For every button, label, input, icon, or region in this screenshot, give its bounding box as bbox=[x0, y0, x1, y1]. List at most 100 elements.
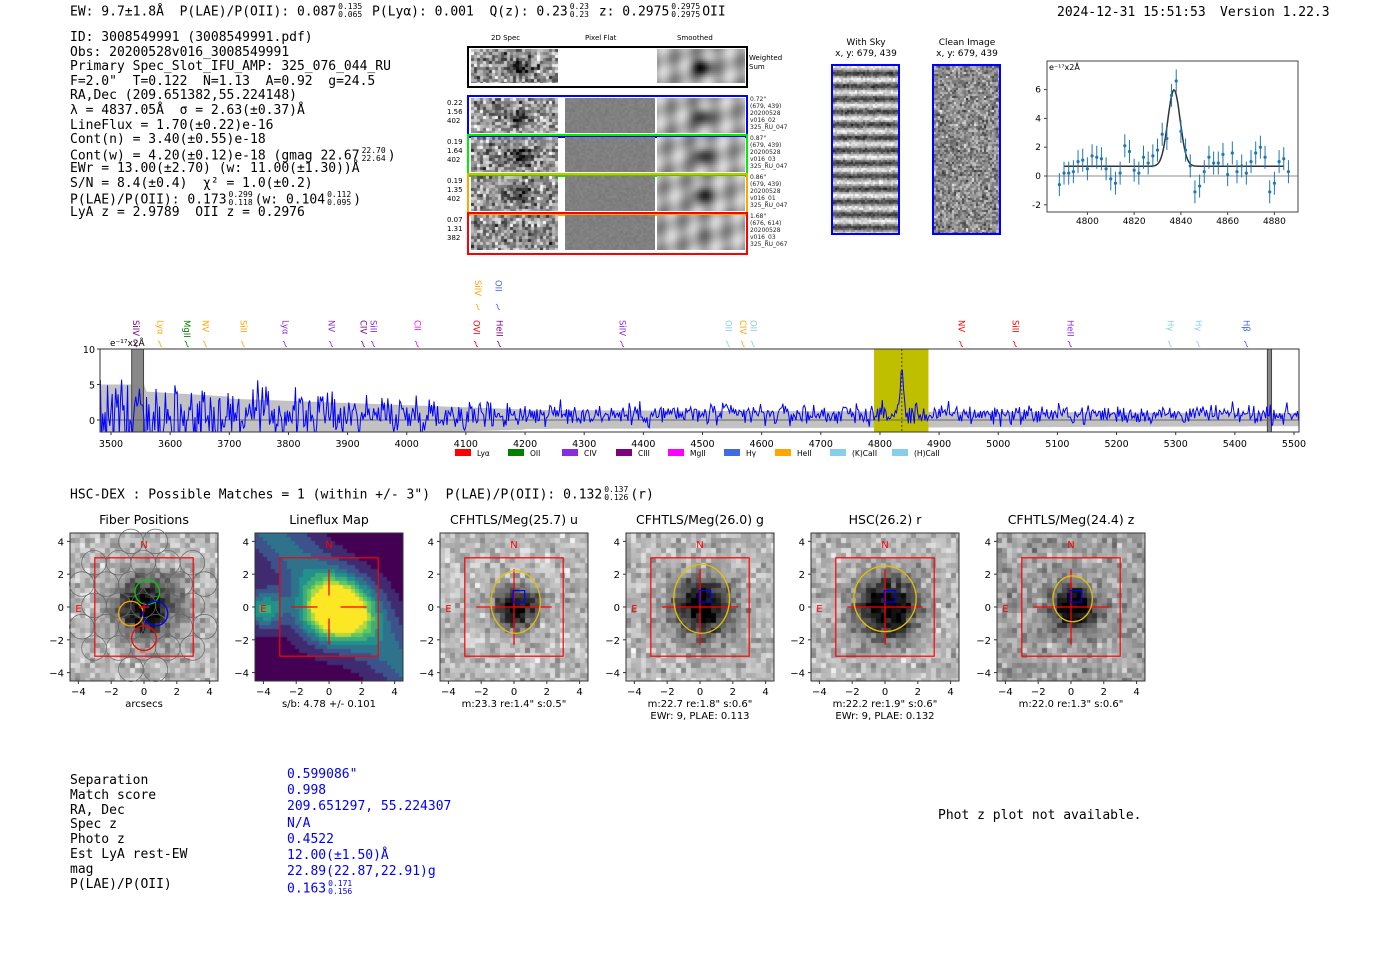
x-tick-label: 0 bbox=[882, 687, 888, 698]
y-unit-label: e⁻¹⁷x2Å bbox=[110, 337, 146, 349]
spectral-line-label: HeII bbox=[494, 320, 504, 337]
info-line: EWr = 13.00(±2.70) (w: 11.00(±1.30))Å bbox=[70, 162, 360, 175]
data-point bbox=[1216, 161, 1220, 165]
value-text: 12.00(±1.50)Å bbox=[287, 848, 389, 863]
info-line: Primary Spec_Slot_IFU_AMP: 325_076_044_R… bbox=[70, 60, 391, 73]
legend-label: OII bbox=[530, 449, 540, 458]
cutout-caption: m:22.2 re:1.9" s:0.6" bbox=[833, 699, 938, 710]
aperture-box bbox=[94, 557, 194, 657]
data-point bbox=[1141, 155, 1146, 159]
y-tick-label: 0 bbox=[614, 603, 620, 614]
fiber-circle bbox=[142, 656, 169, 682]
data-point bbox=[1254, 151, 1258, 155]
flux-line bbox=[100, 369, 1299, 432]
spectral-line-label: OII bbox=[722, 320, 732, 332]
y-tick-label: −2 bbox=[605, 636, 620, 647]
info-line: F=2.0" T=0.122 N=1.13 A=0.92 g=24.5 bbox=[70, 75, 375, 88]
masked-band bbox=[131, 349, 145, 432]
info-line: LyA z = 2.9789 OII z = 0.2976 bbox=[70, 206, 305, 219]
fiber-info-line: 20200528 bbox=[750, 110, 781, 117]
x-tick-label: −2 bbox=[289, 687, 304, 698]
data-point bbox=[1179, 129, 1183, 133]
smoothed-image bbox=[657, 98, 745, 133]
data-point bbox=[1268, 190, 1272, 194]
spectral-line-label: NV bbox=[326, 320, 336, 332]
fiber-circle bbox=[93, 614, 119, 640]
line-marker-bracket bbox=[282, 340, 288, 348]
value-text: N/A bbox=[287, 815, 311, 831]
east-label: E bbox=[445, 604, 451, 615]
x-tick-label: 4400 bbox=[631, 439, 655, 450]
datetime: 2024-12-31 15:51:53 bbox=[1057, 5, 1206, 20]
x-tick-label: 4 bbox=[762, 687, 768, 698]
y-tick-label: 0 bbox=[799, 603, 805, 614]
data-point bbox=[1095, 155, 1099, 159]
east-label: E bbox=[816, 604, 822, 615]
info-text: EWr = 13.00(±2.70) (w: 11.00(±1.30))Å bbox=[70, 161, 360, 177]
spectral-line-label: HeII bbox=[1064, 320, 1074, 337]
2d-spec-image bbox=[471, 137, 558, 172]
y-tick-label: 5 bbox=[89, 381, 95, 392]
x-tick-label: 4000 bbox=[395, 439, 419, 450]
lower-bound: 0.065 bbox=[338, 10, 363, 19]
fiber-circle bbox=[93, 571, 119, 597]
fiber-info-line: v016_02 bbox=[750, 117, 776, 124]
value-text: 0.998 bbox=[287, 783, 327, 799]
x-tick-label: 4800 bbox=[1076, 217, 1099, 227]
line-marker-bracket bbox=[133, 340, 138, 348]
line-marker-bracket bbox=[1195, 340, 1201, 348]
x-tick-label: 3700 bbox=[217, 439, 241, 450]
spectral-line-label: OII bbox=[747, 320, 757, 332]
z-value: z: 0.2975 bbox=[598, 4, 670, 20]
info-text: λ = 4837.05Å σ = 2.63(±0.37)Å bbox=[70, 103, 305, 118]
spectral-line-label: SiII bbox=[1009, 320, 1019, 333]
y-tick-label: −2 bbox=[234, 636, 249, 647]
pixel-flat-image bbox=[565, 215, 655, 250]
plot-frame bbox=[1046, 60, 1299, 213]
x-tick-label: −2 bbox=[104, 687, 119, 698]
pixel-flat-image bbox=[565, 98, 655, 133]
with-sky-image bbox=[831, 64, 900, 235]
bounds: 0.135 0.065 bbox=[338, 3, 362, 19]
spectral-line-label: SiIV bbox=[617, 320, 627, 336]
row-fiber-info: 0.87" (679, 439) 20200528 v016_03 325_RU_047 bbox=[750, 135, 787, 170]
y-tick-label: 4 bbox=[428, 537, 434, 548]
fiber-circle bbox=[118, 656, 144, 682]
lower-bound: 22.64 bbox=[361, 153, 386, 163]
north-label: N bbox=[510, 540, 517, 551]
line-marker-bracket bbox=[1012, 340, 1018, 348]
row-stats: 0.22 1.56 402 bbox=[447, 99, 463, 126]
legend-swatch bbox=[830, 449, 846, 456]
data-point bbox=[1137, 171, 1141, 175]
line-marker-bracket bbox=[240, 340, 246, 348]
full-spectrum-chart: 3500 3600 3700 3800 3900 4000 4100 4200 4300 4400… bbox=[83, 280, 1306, 458]
spec-row-frame bbox=[467, 212, 748, 255]
cutout-overlay: −4 −4 −2 −2 0 0 2 2 4 4 m:23.3 re:1.4" s:0.5" N E bbox=[419, 532, 589, 710]
y-tick-label: 0 bbox=[985, 603, 991, 614]
info-text: (w: 0.104 bbox=[254, 192, 326, 208]
bounds: 0.299 0.118 bbox=[229, 190, 253, 207]
lower-bound: 0.095 bbox=[327, 197, 352, 207]
data-point bbox=[1202, 170, 1206, 174]
ccd-coords: x, y: 679, 439 bbox=[835, 49, 897, 59]
x-tick-label: −4 bbox=[71, 687, 86, 698]
ccd-coords: x, y: 679, 439 bbox=[936, 49, 998, 59]
match-field-label: Separation bbox=[70, 773, 149, 788]
smoothed-image bbox=[657, 49, 745, 83]
info-text: Primary Spec_Slot_IFU_AMP: 325_076_044_R… bbox=[70, 59, 391, 75]
legend-swatch bbox=[668, 449, 684, 456]
fiber-circle bbox=[142, 571, 169, 597]
upper-bound: 0.171 bbox=[328, 879, 353, 889]
upper-bound: 0.135 bbox=[338, 2, 363, 11]
column-header: 2D Spec bbox=[491, 34, 521, 42]
data-point bbox=[1076, 160, 1080, 164]
line-marker-bracket bbox=[619, 340, 625, 348]
aperture-box bbox=[279, 557, 379, 657]
x-tick-label: 2 bbox=[1101, 687, 1107, 698]
smoothed-image bbox=[657, 137, 745, 172]
legend-swatch bbox=[775, 449, 791, 456]
fiber-circle bbox=[179, 635, 206, 661]
spectral-line-label: Lyα bbox=[155, 320, 165, 335]
fiber-info-line: 325_RU_047 bbox=[750, 202, 788, 209]
fiber-info-line: 325_RU_067 bbox=[750, 241, 788, 248]
